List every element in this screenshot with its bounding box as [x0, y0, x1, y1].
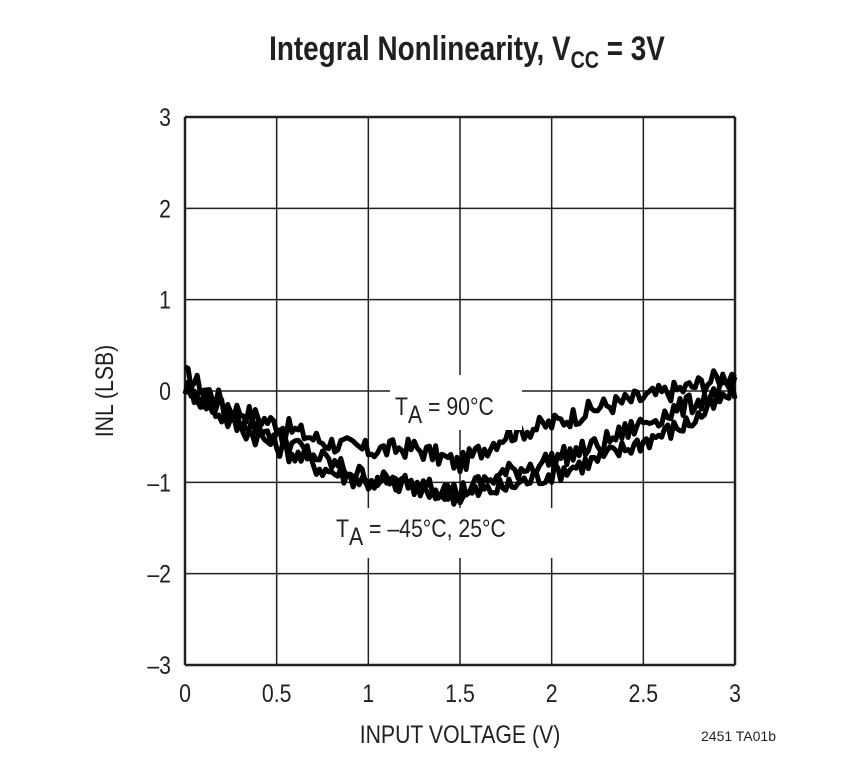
annotation-90c: TA = 90°C — [395, 392, 494, 428]
y-tick-label: –2 — [147, 560, 171, 588]
y-tick-label: 1 — [159, 286, 171, 314]
figure-code: 2451 TA01b — [701, 728, 776, 744]
y-tick-label: 2 — [159, 195, 171, 223]
y-tick-labels: 3 2 1 0 –1 –2 –3 — [147, 103, 171, 679]
y-tick-label: 0 — [159, 377, 171, 405]
y-tick-label: –1 — [147, 469, 171, 497]
series-line-1 — [182, 379, 738, 507]
x-tick-label: 1 — [362, 679, 374, 707]
x-tick-label: 0.5 — [262, 679, 292, 707]
chart-title: Integral Nonlinearity, VCC = 3V — [269, 29, 665, 73]
x-tick-label: 0 — [179, 679, 191, 707]
annotation-background — [330, 508, 558, 558]
x-axis-label: INPUT VOLTAGE (V) — [360, 720, 561, 748]
annotation-minus45c-25c: TA = –45°C, 25°C — [336, 514, 506, 550]
series-lines — [182, 364, 738, 507]
y-tick-label: –3 — [147, 651, 171, 679]
annotation-background — [390, 375, 522, 430]
x-tick-label: 1.5 — [445, 679, 475, 707]
grid — [183, 115, 737, 667]
x-tick-label: 2.5 — [629, 679, 659, 707]
y-axis-label: INL (LSB) — [90, 345, 118, 437]
series-line-2 — [182, 376, 738, 502]
x-tick-label: 3 — [729, 679, 741, 707]
x-tick-labels: 0 0.5 1 1.5 2 2.5 3 — [179, 679, 741, 707]
x-tick-label: 2 — [546, 679, 558, 707]
y-tick-label: 3 — [159, 103, 171, 131]
